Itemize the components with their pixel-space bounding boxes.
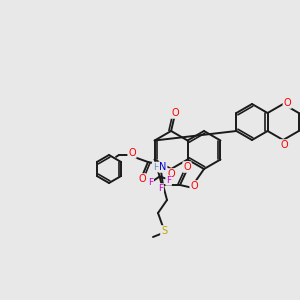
Text: O: O [183,162,191,172]
Text: S: S [161,226,167,236]
Text: N: N [159,162,167,172]
Text: O: O [167,169,175,179]
Text: H: H [153,163,159,172]
Text: O: O [171,108,179,118]
Text: O: O [190,181,198,191]
Text: O: O [284,98,291,108]
Text: O: O [138,174,146,184]
Text: F: F [158,184,163,193]
Text: O: O [280,140,288,150]
Text: F: F [166,176,171,185]
Text: F: F [148,178,153,187]
Text: O: O [128,148,136,158]
